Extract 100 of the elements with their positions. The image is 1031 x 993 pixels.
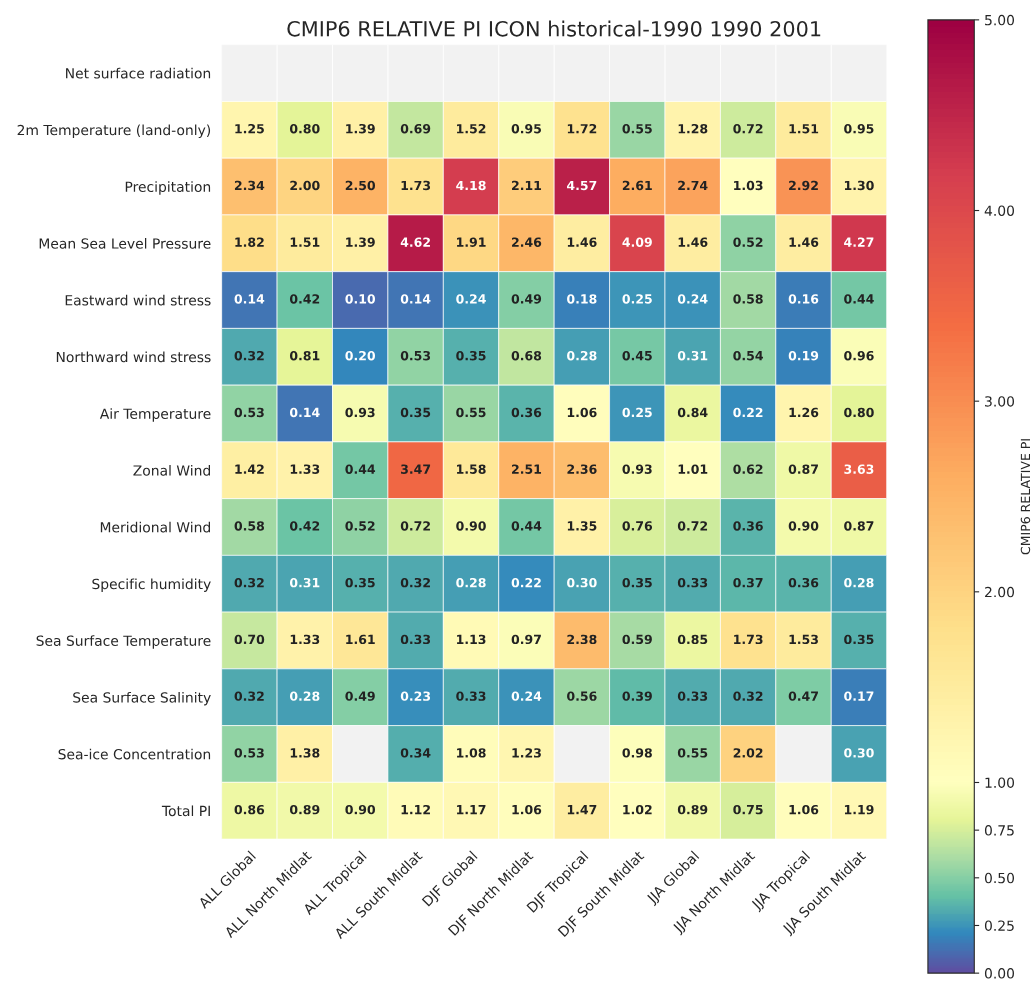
data-label: 0.58: [234, 521, 265, 531]
data-label: 1.30: [844, 180, 874, 191]
data-label: 0.44: [844, 294, 874, 304]
data-label: 0.33: [677, 691, 708, 701]
data-label: 0.72: [400, 521, 430, 531]
y-tick-label: Air Temperature: [99, 408, 211, 422]
y-tick-label: Zonal Wind: [133, 464, 210, 476]
data-label: 1.53: [789, 634, 818, 645]
data-label: 0.55: [622, 123, 652, 134]
data-label: 0.95: [844, 123, 874, 134]
data-label: 1.46: [567, 237, 597, 247]
data-label: 0.32: [234, 691, 264, 701]
data-label: 0.33: [400, 634, 431, 645]
y-tick-label: Sea Surface Temperature: [36, 635, 211, 649]
data-label: 1.52: [457, 123, 486, 134]
data-label: 0.84: [677, 407, 708, 418]
data-label: 0.16: [788, 294, 819, 304]
data-label: 0.10: [345, 294, 376, 304]
data-label: 0.22: [733, 407, 763, 418]
data-label: 2.02: [733, 748, 763, 758]
data-label: 0.53: [234, 748, 264, 758]
y-tick-label: Northward wind stress: [56, 351, 211, 363]
data-label: 1.91: [457, 237, 486, 247]
data-label: 1.39: [346, 237, 375, 247]
color-bar-label: 0.75: [984, 825, 1014, 836]
data-label: 0.54: [733, 350, 763, 361]
data-label: 1.46: [789, 237, 819, 247]
color-bar-label: 3.00: [985, 396, 1015, 407]
data-label: 1.17: [457, 805, 486, 815]
data-label: 1.61: [346, 634, 375, 645]
data-label: 0.44: [511, 521, 542, 531]
data-label: 0.97: [511, 634, 541, 645]
data-label: 0.34: [400, 748, 431, 758]
data-label: 0.33: [456, 691, 486, 701]
color-bar-label: 1.00: [985, 777, 1015, 788]
data-label: 0.24: [677, 294, 708, 304]
data-label: 4.27: [844, 237, 874, 247]
y-tick-label: Eastward wind stress: [65, 294, 211, 306]
data-label: 1.73: [401, 180, 431, 191]
data-label: 0.36: [788, 577, 819, 588]
data-label: 0.80: [844, 407, 874, 418]
color-bar-label: 0.25: [984, 920, 1014, 931]
data-label: 0.32: [400, 577, 430, 588]
data-label: 0.96: [844, 350, 874, 361]
data-label: 1.46: [678, 237, 708, 247]
data-label: 2.50: [345, 180, 376, 191]
data-label: 0.87: [844, 521, 874, 531]
data-label: 0.36: [733, 521, 763, 531]
data-label: 0.81: [289, 350, 320, 361]
data-label: 0.20: [345, 350, 376, 361]
color-bar-label: 0.50: [984, 872, 1015, 884]
data-label: 0.25: [622, 294, 652, 304]
data-label: 4.09: [622, 237, 652, 247]
data-label: 2.36: [567, 464, 597, 474]
data-label: 1.06: [512, 804, 542, 815]
data-label: 0.32: [234, 577, 264, 588]
data-label: 0.55: [456, 407, 486, 418]
data-label: 0.89: [677, 804, 708, 815]
data-label: 1.23: [512, 748, 541, 758]
data-label: 0.75: [733, 804, 763, 815]
data-label: 0.93: [345, 407, 375, 418]
data-label: 0.28: [289, 691, 320, 701]
data-label: 0.47: [788, 691, 818, 701]
data-label: 0.42: [289, 521, 320, 531]
data-label: 0.39: [622, 691, 652, 701]
data-label: 1.47: [567, 805, 597, 815]
data-label: 4.18: [456, 180, 486, 191]
color-bar-label: 0.00: [984, 968, 1015, 979]
data-label: 0.33: [677, 577, 708, 588]
color-bar-title: CMIP6 RELATIVE PI: [1020, 439, 1031, 555]
data-label: 0.90: [456, 521, 486, 531]
data-label: 1.51: [290, 237, 320, 247]
data-label: 2.74: [678, 180, 708, 190]
data-label: 0.69: [400, 123, 431, 134]
data-label: 1.12: [401, 804, 430, 815]
data-label: 0.18: [567, 294, 597, 304]
data-label: 1.33: [290, 634, 320, 645]
data-label: 4.62: [400, 237, 430, 247]
color-bar-label: 2.00: [985, 586, 1015, 598]
data-label: 0.42: [289, 294, 320, 304]
data-label: 0.19: [788, 350, 819, 361]
data-label: 0.28: [844, 577, 874, 588]
data-label: 0.52: [733, 237, 763, 247]
data-label: 1.06: [567, 407, 597, 418]
data-label: 0.17: [844, 691, 874, 701]
data-label: 0.35: [844, 634, 874, 645]
data-label: 1.33: [290, 464, 320, 474]
data-label: 0.14: [234, 294, 265, 304]
data-label: 0.53: [234, 407, 264, 418]
y-tick-label: Sea-ice Concentration: [58, 748, 211, 760]
data-label: 0.31: [289, 577, 320, 588]
data-label: 0.72: [733, 123, 763, 134]
data-label: 1.25: [235, 123, 264, 134]
data-label: 0.87: [788, 464, 818, 474]
data-label: 0.70: [234, 634, 265, 645]
data-label: 0.31: [677, 350, 708, 361]
data-label: 1.01: [678, 464, 708, 474]
data-label: 1.06: [789, 804, 819, 815]
data-label: 1.28: [678, 123, 708, 134]
data-label: 1.39: [346, 123, 375, 134]
